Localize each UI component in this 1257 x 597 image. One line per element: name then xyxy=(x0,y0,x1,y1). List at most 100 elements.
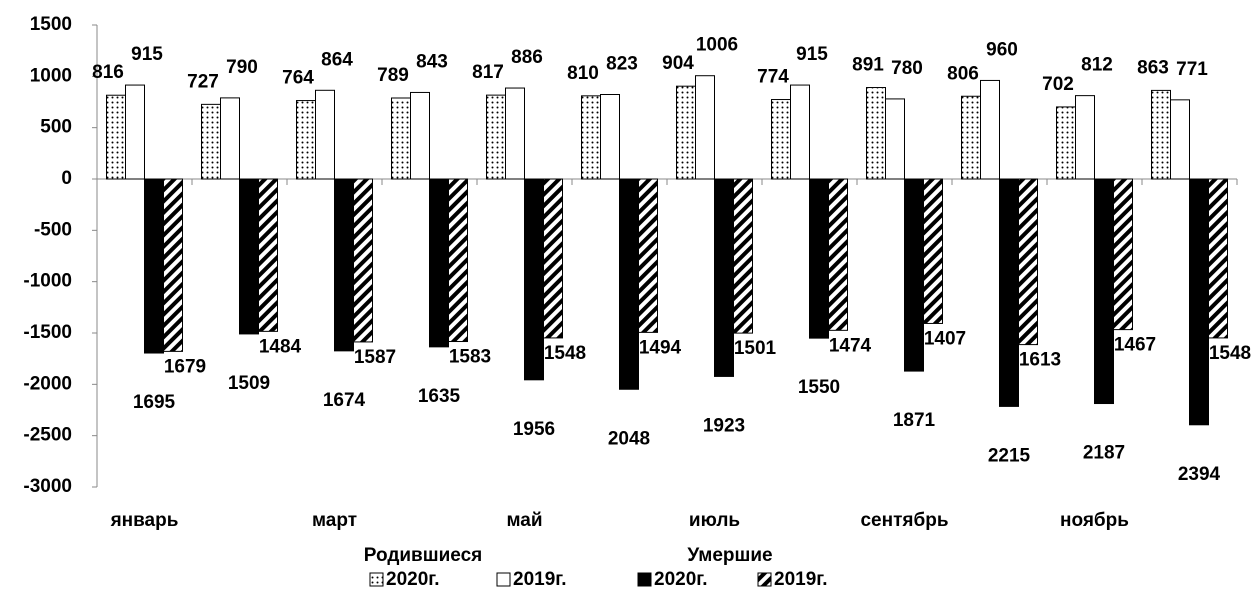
data-label: 1956 xyxy=(513,419,555,440)
y-tick-label: -2000 xyxy=(23,373,72,394)
data-label: 2187 xyxy=(1083,443,1125,464)
bar xyxy=(486,94,506,180)
data-label: 1501 xyxy=(734,338,777,359)
data-label: 960 xyxy=(986,39,1018,60)
data-label: 2048 xyxy=(608,428,650,449)
data-label: 780 xyxy=(891,58,923,79)
data-label: 904 xyxy=(662,53,694,74)
bar xyxy=(961,95,981,180)
legend-group-title: Родившиеся xyxy=(364,545,482,566)
y-tick-label: 0 xyxy=(61,168,72,189)
bar xyxy=(676,85,696,180)
data-label: 816 xyxy=(92,62,124,83)
y-tick-label: 500 xyxy=(40,117,72,138)
bar xyxy=(714,178,734,377)
x-tick-label: июль xyxy=(689,510,740,531)
x-tick-label: январь xyxy=(110,510,179,531)
data-label: 774 xyxy=(757,67,789,88)
bar xyxy=(638,178,658,333)
bar xyxy=(1056,106,1076,180)
bar xyxy=(600,94,620,180)
bar xyxy=(543,178,563,339)
data-label: 702 xyxy=(1042,74,1074,95)
y-tick-label: -3000 xyxy=(23,476,72,497)
bar xyxy=(334,178,354,352)
bar xyxy=(619,178,639,390)
bar xyxy=(1170,99,1190,180)
data-label: 1548 xyxy=(544,343,586,364)
legend-label: 2019г. xyxy=(774,569,828,590)
data-label: 864 xyxy=(321,49,353,70)
bar xyxy=(410,91,430,180)
data-label: 727 xyxy=(187,71,219,92)
data-label: 1635 xyxy=(418,386,461,407)
bar xyxy=(828,178,848,331)
y-tick-label: -500 xyxy=(34,219,72,240)
data-label: 1923 xyxy=(703,415,745,436)
bar xyxy=(923,178,943,324)
bar xyxy=(163,178,183,352)
data-label: 806 xyxy=(947,63,979,84)
x-tick-label: сентябрь xyxy=(860,510,948,531)
bar xyxy=(239,178,259,335)
bar xyxy=(315,89,335,180)
bar xyxy=(524,178,544,381)
data-label: 1613 xyxy=(1019,350,1061,371)
data-label: 1871 xyxy=(893,410,936,431)
bar xyxy=(296,100,316,180)
bar xyxy=(733,178,753,334)
data-label: 886 xyxy=(511,47,543,68)
bar xyxy=(1113,178,1133,331)
bar xyxy=(505,87,525,180)
bar xyxy=(980,79,1000,180)
data-label: 891 xyxy=(852,55,884,76)
data-label: 1679 xyxy=(164,356,206,377)
bar xyxy=(391,97,411,180)
x-tick-label: ноябрь xyxy=(1060,510,1129,531)
data-label: 1474 xyxy=(829,335,872,356)
bar xyxy=(1208,178,1228,339)
data-label: 1494 xyxy=(639,337,682,358)
bar xyxy=(999,178,1019,407)
data-label: 1509 xyxy=(228,373,270,394)
data-label: 1587 xyxy=(354,347,396,368)
bar xyxy=(1151,89,1171,180)
bar xyxy=(695,75,715,180)
data-label: 810 xyxy=(567,63,599,84)
legend-swatch xyxy=(496,572,511,587)
legend-group-title: Умершие xyxy=(687,545,772,566)
bar xyxy=(144,178,164,354)
bar xyxy=(448,178,468,343)
data-label: 843 xyxy=(416,51,448,72)
data-label: 1407 xyxy=(924,328,966,349)
bar xyxy=(1075,95,1095,180)
data-label: 1583 xyxy=(449,347,491,368)
data-label: 1548 xyxy=(1209,343,1251,364)
bar xyxy=(771,99,791,180)
bar xyxy=(1018,178,1038,346)
data-label: 764 xyxy=(282,68,314,89)
y-tick-label: 1500 xyxy=(30,14,72,35)
data-label: 915 xyxy=(131,44,163,65)
legend-label: 2020г. xyxy=(654,569,708,590)
data-label: 1674 xyxy=(323,390,366,411)
legend-label: 2019г. xyxy=(513,569,567,590)
bar xyxy=(1189,178,1209,426)
data-label: 1467 xyxy=(1114,335,1156,356)
data-label: 823 xyxy=(606,54,638,75)
y-tick-label: 1000 xyxy=(30,65,72,86)
data-label: 863 xyxy=(1137,57,1169,78)
data-label: 2215 xyxy=(988,445,1031,466)
data-label: 790 xyxy=(226,57,258,78)
data-label: 2394 xyxy=(1178,464,1221,485)
bar xyxy=(809,178,829,339)
data-label: 1695 xyxy=(133,392,176,413)
bar xyxy=(885,98,905,180)
data-label: 1006 xyxy=(696,35,738,56)
bar xyxy=(106,94,126,180)
legend-swatch xyxy=(369,572,384,587)
data-label: 771 xyxy=(1176,59,1208,80)
bar xyxy=(258,178,278,332)
data-label: 1550 xyxy=(798,377,840,398)
